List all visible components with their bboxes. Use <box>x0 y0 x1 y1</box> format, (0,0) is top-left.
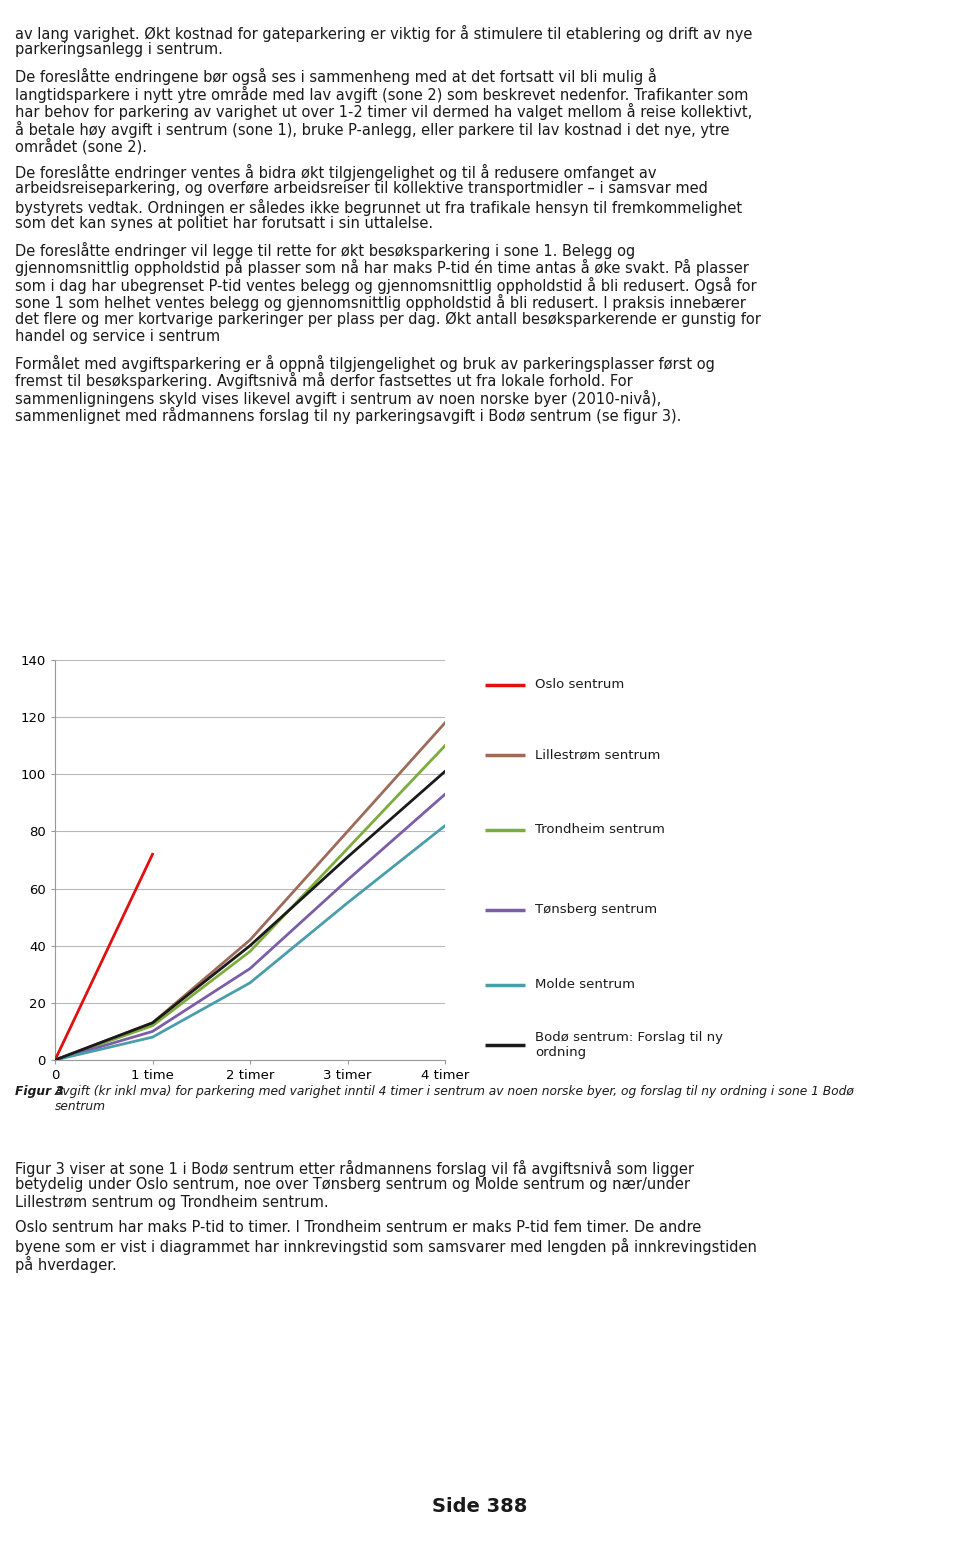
Text: De foreslåtte endringer ventes å bidra økt tilgjengelighet og til å redusere omf: De foreslåtte endringer ventes å bidra ø… <box>15 164 657 181</box>
Text: byene som er vist i diagrammet har innkrevingstid som samsvarer med lengden på i: byene som er vist i diagrammet har innkr… <box>15 1238 756 1255</box>
Text: Formålet med avgiftsparkering er å oppnå tilgjengelighet og bruk av parkeringspl: Formålet med avgiftsparkering er å oppnå… <box>15 354 715 371</box>
Text: Bodø sentrum: Forslag til ny
ordning: Bodø sentrum: Forslag til ny ordning <box>535 1031 723 1058</box>
Text: på hverdager.: på hverdager. <box>15 1256 117 1273</box>
Text: Lillestrøm sentrum: Lillestrøm sentrum <box>535 748 660 762</box>
Text: sammenlignet med rådmannens forslag til ny parkeringsavgift i Bodø sentrum (se f: sammenlignet med rådmannens forslag til … <box>15 406 682 423</box>
Text: arbeidsreiseparkering, og overføre arbeidsreiser til kollektive transportmidler : arbeidsreiseparkering, og overføre arbei… <box>15 181 708 196</box>
Text: av lang varighet. Økt kostnad for gateparkering er viktig for å stimulere til et: av lang varighet. Økt kostnad for gatepa… <box>15 25 753 42</box>
Text: betydelig under Oslo sentrum, noe over Tønsberg sentrum og Molde sentrum og nær/: betydelig under Oslo sentrum, noe over T… <box>15 1177 690 1193</box>
Text: parkeringsanlegg i sentrum.: parkeringsanlegg i sentrum. <box>15 43 223 57</box>
Text: Figur 3 viser at sone 1 i Bodø sentrum etter rådmannens forslag vil få avgiftsni: Figur 3 viser at sone 1 i Bodø sentrum e… <box>15 1160 694 1177</box>
Text: Oslo sentrum har maks P-tid to timer. I Trondheim sentrum er maks P-tid fem time: Oslo sentrum har maks P-tid to timer. I … <box>15 1221 701 1236</box>
Text: Figur 3: Figur 3 <box>14 1085 68 1098</box>
Text: handel og service i sentrum: handel og service i sentrum <box>15 329 220 345</box>
Text: bystyrets vedtak. Ordningen er således ikke begrunnet ut fra trafikale hensyn ti: bystyrets vedtak. Ordningen er således i… <box>15 198 742 215</box>
Text: som i dag har ubegrenset P-tid ventes belegg og gjennomsnittlig oppholdstid å bl: som i dag har ubegrenset P-tid ventes be… <box>15 277 756 294</box>
Text: sammenligningens skyld vises likevel avgift i sentrum av noen norske byer (2010-: sammenligningens skyld vises likevel avg… <box>15 389 661 406</box>
Text: De foreslåtte endringene bør også ses i sammenheng med at det fortsatt vil bli m: De foreslåtte endringene bør også ses i … <box>15 68 657 85</box>
Text: De foreslåtte endringer vil legge til rette for økt besøksparkering i sone 1. Be: De foreslåtte endringer vil legge til re… <box>15 241 636 258</box>
Text: Lillestrøm sentrum og Trondheim sentrum.: Lillestrøm sentrum og Trondheim sentrum. <box>15 1194 328 1210</box>
Text: har behov for parkering av varighet ut over 1-2 timer vil dermed ha valget mello: har behov for parkering av varighet ut o… <box>15 104 753 121</box>
Text: som det kan synes at politiet har forutsatt i sin uttalelse.: som det kan synes at politiet har foruts… <box>15 216 433 232</box>
Text: Tønsberg sentrum: Tønsberg sentrum <box>535 904 658 916</box>
Text: Avgift (kr inkl mva) for parkering med varighet inntil 4 timer i sentrum av noen: Avgift (kr inkl mva) for parkering med v… <box>55 1085 854 1112</box>
Text: fremst til besøksparkering. Avgiftsnivå må derfor fastsettes ut fra lokale forho: fremst til besøksparkering. Avgiftsnivå … <box>15 372 633 389</box>
Text: Trondheim sentrum: Trondheim sentrum <box>535 823 665 836</box>
Text: langtidsparkere i nytt ytre område med lav avgift (sone 2) som beskrevet nedenfo: langtidsparkere i nytt ytre område med l… <box>15 85 749 102</box>
Text: gjennomsnittlig oppholdstid på plasser som nå har maks P-tid én time antas å øke: gjennomsnittlig oppholdstid på plasser s… <box>15 260 749 277</box>
Text: området (sone 2).: området (sone 2). <box>15 138 147 154</box>
Text: Oslo sentrum: Oslo sentrum <box>535 678 624 692</box>
Text: å betale høy avgift i sentrum (sone 1), bruke P-anlegg, eller parkere til lav ko: å betale høy avgift i sentrum (sone 1), … <box>15 121 730 138</box>
Text: det flere og mer kortvarige parkeringer per plass per dag. Økt antall besøkspark: det flere og mer kortvarige parkeringer … <box>15 312 761 328</box>
Text: Side 388: Side 388 <box>432 1497 528 1516</box>
Text: sone 1 som helhet ventes belegg og gjennomsnittlig oppholdstid å bli redusert. I: sone 1 som helhet ventes belegg og gjenn… <box>15 294 746 311</box>
Text: Molde sentrum: Molde sentrum <box>535 978 635 992</box>
